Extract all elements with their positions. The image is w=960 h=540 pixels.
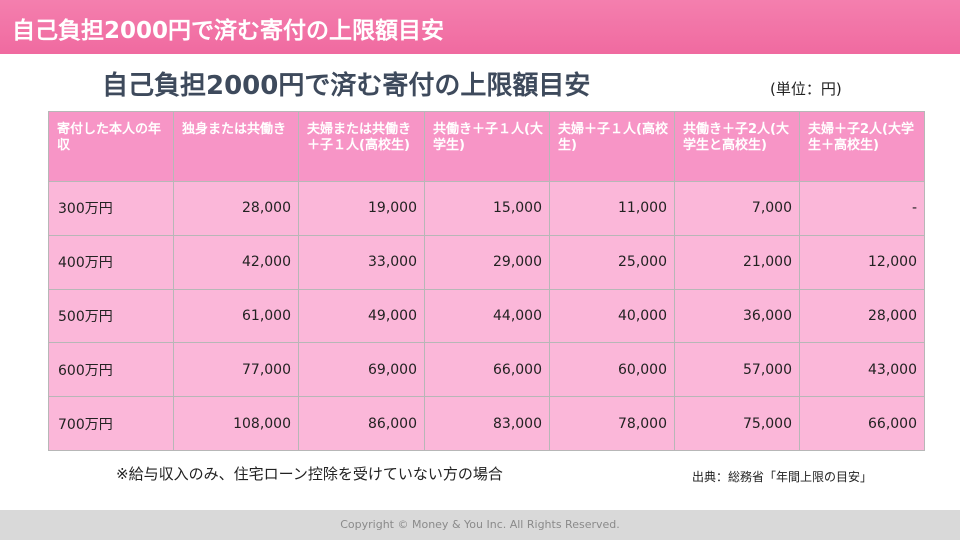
limit-cell: 33,000 bbox=[298, 234, 425, 290]
limit-cell: 78,000 bbox=[549, 396, 675, 451]
header-couple-one-highschool: 夫婦または共働き＋子１人(高校生) bbox=[298, 111, 425, 182]
slide-header-title: 自己負担2000円で済む寄付の上限額目安 bbox=[12, 18, 445, 44]
donation-limit-table: 寄付した本人の年収 独身または共働き 夫婦または共働き＋子１人(高校生) 共働き… bbox=[48, 111, 925, 451]
copyright-text: Copyright © Money & You Inc. All Rights … bbox=[340, 518, 620, 531]
limit-cell: 7,000 bbox=[674, 181, 800, 236]
limit-cell: 28,000 bbox=[799, 288, 925, 344]
limit-cell: 108,000 bbox=[173, 396, 299, 451]
limit-cell: 15,000 bbox=[424, 181, 550, 236]
limit-cell: 36,000 bbox=[674, 288, 800, 344]
table-row: 400万円 42,000 33,000 29,000 25,000 21,000… bbox=[48, 234, 925, 290]
table-row: 500万円 61,000 49,000 44,000 40,000 36,000… bbox=[48, 288, 925, 344]
limit-cell: 61,000 bbox=[173, 288, 299, 344]
limit-cell: 69,000 bbox=[298, 342, 425, 398]
limit-cell: 77,000 bbox=[173, 342, 299, 398]
limit-cell: 44,000 bbox=[424, 288, 550, 344]
top-title-bar: 自己負担2000円で済む寄付の上限額目安 bbox=[0, 0, 960, 54]
header-dual-one-university: 共働き＋子１人(大学生) bbox=[424, 111, 550, 182]
header-couple-two-children: 夫婦＋子2人(大学生＋高校生) bbox=[799, 111, 925, 182]
limit-cell: 12,000 bbox=[799, 234, 925, 290]
table-row: 700万円 108,000 86,000 83,000 78,000 75,00… bbox=[48, 396, 925, 451]
limit-cell: 49,000 bbox=[298, 288, 425, 344]
limit-cell: 25,000 bbox=[549, 234, 675, 290]
table-header-row: 寄付した本人の年収 独身または共働き 夫婦または共働き＋子１人(高校生) 共働き… bbox=[48, 111, 925, 182]
income-cell: 600万円 bbox=[48, 342, 174, 398]
income-cell: 500万円 bbox=[48, 288, 174, 344]
header-single-or-dual: 独身または共働き bbox=[173, 111, 299, 182]
limit-cell: 66,000 bbox=[799, 396, 925, 451]
income-cell: 700万円 bbox=[48, 396, 174, 451]
limit-cell: 42,000 bbox=[173, 234, 299, 290]
footnote: ※給与収入のみ、住宅ローン控除を受けていない方の場合 bbox=[116, 465, 503, 483]
footer-bar: Copyright © Money & You Inc. All Rights … bbox=[0, 510, 960, 540]
table-row: 300万円 28,000 19,000 15,000 11,000 7,000 … bbox=[48, 181, 925, 236]
limit-cell: 19,000 bbox=[298, 181, 425, 236]
header-couple-one-highschool-alt: 夫婦＋子１人(高校生) bbox=[549, 111, 675, 182]
table-row: 600万円 77,000 69,000 66,000 60,000 57,000… bbox=[48, 342, 925, 398]
unit-label: (単位：円) bbox=[770, 80, 842, 98]
limit-cell: 40,000 bbox=[549, 288, 675, 344]
limit-cell: 75,000 bbox=[674, 396, 800, 451]
header-dual-two-children: 共働き＋子2人(大学生と高校生) bbox=[674, 111, 800, 182]
limit-cell: 43,000 bbox=[799, 342, 925, 398]
limit-cell: 86,000 bbox=[298, 396, 425, 451]
limit-cell: 28,000 bbox=[173, 181, 299, 236]
limit-cell: 11,000 bbox=[549, 181, 675, 236]
limit-cell: 21,000 bbox=[674, 234, 800, 290]
limit-cell: 66,000 bbox=[424, 342, 550, 398]
limit-cell: 83,000 bbox=[424, 396, 550, 451]
source-citation: 出典：総務省「年間上限の目安」 bbox=[692, 470, 873, 484]
header-annual-income: 寄付した本人の年収 bbox=[48, 111, 174, 182]
limit-cell: 57,000 bbox=[674, 342, 800, 398]
income-cell: 300万円 bbox=[48, 181, 174, 236]
income-cell: 400万円 bbox=[48, 234, 174, 290]
limit-cell: 29,000 bbox=[424, 234, 550, 290]
limit-cell: 60,000 bbox=[549, 342, 675, 398]
limit-cell: - bbox=[799, 181, 925, 236]
page-title: 自己負担2000円で済む寄付の上限額目安 bbox=[102, 71, 591, 101]
